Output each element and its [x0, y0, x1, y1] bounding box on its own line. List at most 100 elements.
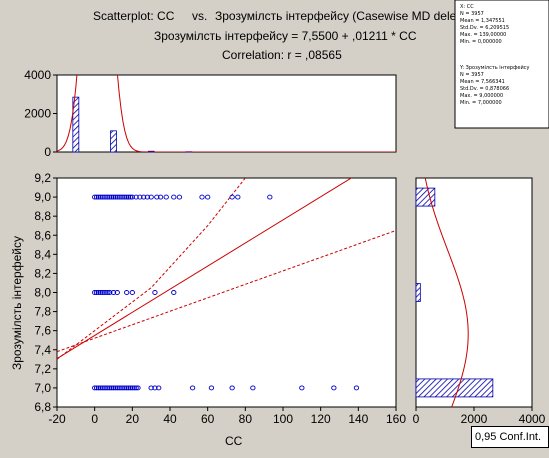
data-point [133, 385, 139, 391]
data-point [122, 194, 128, 200]
right-hist-bar [415, 283, 421, 302]
data-point [120, 385, 126, 391]
x-tick-label: 20 [126, 412, 140, 426]
data-point [95, 194, 102, 200]
data-point [156, 385, 162, 391]
data-point [163, 194, 169, 200]
stats-y-line: N = 3957 [460, 72, 484, 78]
data-point [99, 194, 105, 200]
data-point [127, 194, 134, 200]
x-tick-label: 0 [91, 412, 98, 426]
data-point [125, 385, 132, 391]
data-point [124, 385, 130, 391]
data-point [92, 290, 98, 295]
data-point [129, 194, 135, 200]
data-point [114, 194, 120, 200]
stats-y-line: Max. = 9,000000 [460, 93, 503, 99]
top-histogram-frame [56, 74, 397, 153]
data-point [110, 290, 117, 295]
y-axis-label: Зрозумілсть інтерфейсу [10, 236, 24, 370]
stats-x-line: Min. = 0,000000 [460, 39, 502, 45]
conf-int-legend: 0,95 Conf.Int. [471, 426, 549, 448]
y-tick-label: 7,0 [34, 381, 51, 395]
data-point [299, 385, 305, 391]
data-point [107, 194, 113, 200]
right-hist-bar [415, 378, 494, 398]
data-point [110, 194, 117, 200]
regression-line [57, 178, 353, 359]
data-point [148, 385, 154, 391]
header-line1-prefix: Scatterplot: CC [93, 9, 175, 23]
data-point [208, 385, 215, 391]
right-hist-density-curve [424, 178, 469, 407]
data-point [97, 194, 103, 200]
data-point [114, 290, 120, 295]
right-hist-bar [415, 187, 436, 207]
data-point [205, 194, 211, 200]
header-line1-vs: vs. [192, 9, 207, 23]
data-point [93, 194, 100, 200]
x-tick-label: 120 [311, 412, 331, 426]
stats-x-line: X: CC [460, 4, 474, 10]
data-point [129, 385, 135, 391]
data-point [95, 385, 102, 391]
y-tick-label: 6,8 [34, 400, 51, 414]
data-point [137, 194, 143, 200]
data-point [124, 290, 130, 295]
header-line3: Correlation: r = ,08565 [222, 48, 342, 62]
data-point [171, 194, 177, 200]
data-point [101, 385, 107, 391]
data-point [133, 194, 139, 200]
conf-band-lower [57, 230, 396, 353]
data-point [127, 385, 134, 391]
data-point [176, 194, 183, 200]
right-hist-x-tick-label: 0 [413, 412, 420, 426]
data-point [116, 194, 122, 200]
data-point [124, 194, 130, 200]
data-point [92, 385, 98, 391]
data-point [250, 385, 256, 391]
x-tick-label: 40 [163, 412, 177, 426]
data-point [105, 194, 111, 200]
data-point [92, 194, 98, 200]
data-point [157, 194, 164, 200]
data-point [135, 385, 141, 391]
data-point [235, 194, 241, 200]
y-tick-label: 9,2 [34, 171, 51, 185]
data-point [152, 385, 158, 391]
header-line1-rest: Зрозумілсть інтерфейсу (Casewise MD dele… [215, 9, 480, 23]
data-point [154, 194, 160, 200]
x-tick-label: 60 [201, 412, 215, 426]
data-point [199, 194, 205, 200]
right-hist-x-tick-label: 4000 [519, 412, 546, 426]
data-point [118, 385, 124, 391]
y-tick-label: 8,8 [34, 209, 51, 223]
y-tick-label: 7,6 [34, 324, 51, 338]
x-tick-label: -20 [48, 412, 66, 426]
scatter-plot-frame [56, 177, 397, 408]
data-point [93, 385, 100, 391]
data-point [189, 385, 196, 391]
data-point [103, 385, 109, 391]
top-hist-bar [72, 96, 80, 153]
data-point [118, 194, 124, 200]
header-line2: Зрозумілсть інтерфейсу = 7,5500 + ,01211… [154, 29, 417, 43]
data-point [93, 290, 100, 295]
data-point [112, 194, 119, 200]
stats-y-line: Std.Dv. = 0,878066 [460, 86, 509, 92]
x-tick-label: 160 [386, 412, 406, 426]
data-point [103, 290, 109, 295]
top-hist-y-tick-label: 0 [44, 145, 51, 159]
data-point [120, 194, 126, 200]
data-point [107, 385, 113, 391]
stats-x-line: N = 3957 [460, 11, 484, 17]
top-histogram: 0 2000 4000 [24, 68, 396, 159]
conf-band-upper [57, 178, 246, 360]
data-point [110, 385, 117, 391]
y-tick-label: 7,8 [34, 305, 51, 319]
stats-x-line: Mean = 1,347551 [460, 18, 505, 24]
stats-y-line: Min. = 7,000000 [460, 100, 502, 106]
data-point [131, 385, 137, 391]
data-point [99, 290, 105, 295]
